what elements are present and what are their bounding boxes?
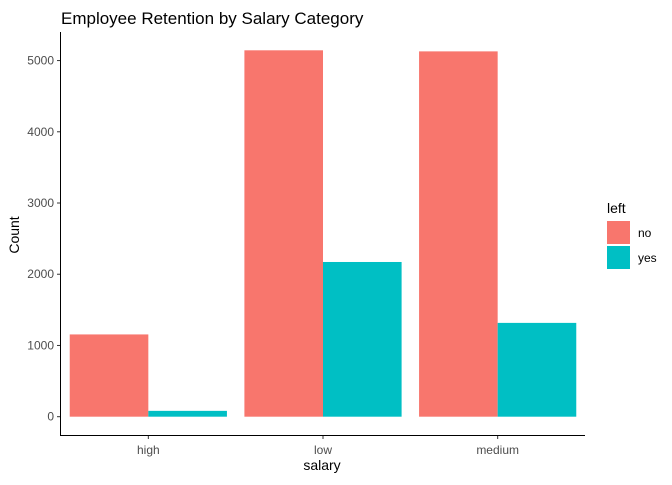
x-tick-label: low — [314, 443, 332, 457]
y-tick-label: 0 — [47, 410, 54, 424]
y-axis-title: Count — [6, 216, 22, 253]
x-axis-title: salary — [303, 457, 340, 473]
legend-label-yes: yes — [638, 251, 657, 265]
y-tick-label: 3000 — [27, 196, 54, 210]
legend-key-no — [607, 221, 630, 244]
x-tick-label: medium — [476, 443, 519, 457]
bar-medium-yes — [497, 322, 577, 417]
bar-high-no — [69, 334, 149, 417]
legend: left no yes — [607, 200, 657, 269]
y-tick-label: 4000 — [27, 125, 54, 139]
x-tick-label: high — [137, 443, 160, 457]
legend-label-no: no — [638, 226, 652, 240]
y-tick-label: 1000 — [27, 338, 54, 352]
chart-title: Employee Retention by Salary Category — [61, 9, 364, 28]
bar-low-no — [244, 50, 323, 417]
bar-low-yes — [323, 261, 402, 417]
y-tick-label: 2000 — [27, 267, 54, 281]
bar-medium-no — [419, 51, 498, 417]
legend-key-yes — [607, 246, 630, 269]
bar-high-yes — [148, 410, 227, 417]
y-tick-label: 5000 — [27, 54, 54, 68]
plot-area: high low medium 0 1000 2000 3000 4000 5000 — [27, 50, 577, 457]
legend-title: left — [607, 200, 626, 216]
